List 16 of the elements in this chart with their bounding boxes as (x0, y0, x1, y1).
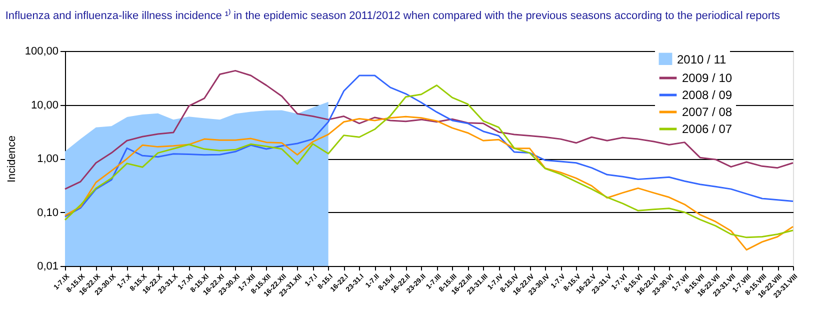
legend-label: 2010 / 11 (677, 52, 726, 66)
line-series (64, 74, 794, 218)
chart-title: Influenza and influenza-like illness incidence ¹⁾ in the epidemic season 2011/2012 when compared with the previous seasons according to the periodical reports (5, 9, 781, 22)
y-tick-label: 100,00 (24, 46, 58, 58)
y-axis-title: Incidence (6, 135, 18, 183)
line-series (64, 116, 794, 251)
y-tick-label: 1,00 (37, 153, 58, 165)
legend-label: 2006 / 07 (682, 122, 732, 136)
y-tick-label: 0,10 (37, 206, 58, 219)
y-tick-label: 10,00 (30, 99, 58, 112)
legend-label: 2008 / 09 (682, 88, 732, 102)
y-tick-label: 0,01 (37, 260, 58, 272)
legend-label: 2007 / 08 (682, 105, 732, 119)
line-series (64, 70, 794, 190)
legend-label: 2009 / 10 (682, 71, 732, 85)
line-series (64, 84, 794, 238)
